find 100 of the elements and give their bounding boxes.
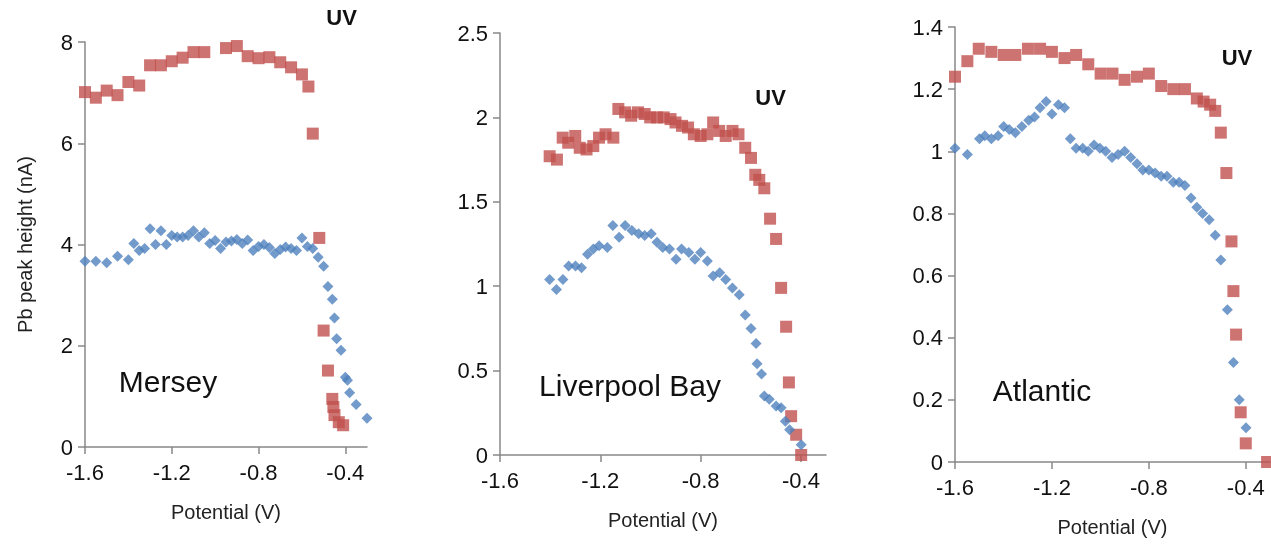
point bbox=[1045, 45, 1058, 58]
point bbox=[997, 48, 1010, 61]
point bbox=[1064, 133, 1076, 145]
point bbox=[1131, 158, 1143, 170]
point bbox=[291, 245, 302, 257]
point bbox=[306, 127, 319, 140]
point bbox=[550, 284, 562, 296]
point bbox=[720, 273, 732, 285]
point bbox=[745, 151, 758, 164]
point bbox=[318, 260, 330, 272]
point bbox=[1034, 42, 1047, 55]
point bbox=[263, 242, 275, 254]
point bbox=[322, 281, 334, 293]
y-tick-label: 0.4 bbox=[912, 325, 943, 351]
x-tick-label: -1.2 bbox=[1032, 474, 1071, 500]
text: UV bbox=[326, 5, 358, 31]
y-tick-label: 0.6 bbox=[912, 263, 943, 289]
y-tick-label: 0.5 bbox=[457, 358, 488, 384]
point bbox=[557, 273, 569, 285]
point bbox=[949, 70, 961, 83]
point bbox=[1161, 170, 1173, 182]
point bbox=[122, 75, 135, 88]
point bbox=[985, 45, 998, 58]
point bbox=[101, 257, 113, 269]
point bbox=[1119, 145, 1131, 157]
point bbox=[1082, 58, 1095, 71]
point bbox=[664, 243, 676, 255]
point bbox=[1239, 437, 1252, 450]
x-tick-label: -0.4 bbox=[1226, 474, 1265, 500]
y-tick-label: 1.5 bbox=[457, 189, 488, 215]
point bbox=[1040, 96, 1052, 108]
point bbox=[312, 251, 324, 263]
point bbox=[182, 229, 194, 241]
point bbox=[285, 61, 298, 74]
point bbox=[1082, 145, 1094, 157]
point bbox=[122, 254, 134, 266]
point bbox=[550, 153, 563, 166]
point bbox=[313, 231, 326, 244]
y-tick-label: 2 bbox=[60, 333, 73, 359]
point bbox=[949, 142, 961, 154]
annotation: UV bbox=[1221, 45, 1253, 71]
point bbox=[607, 131, 620, 144]
point bbox=[1197, 207, 1209, 219]
point bbox=[187, 46, 200, 59]
point bbox=[79, 86, 91, 99]
point bbox=[1179, 179, 1191, 191]
y-tick-label: 1 bbox=[475, 273, 488, 299]
point bbox=[230, 40, 243, 53]
point bbox=[593, 240, 605, 252]
point bbox=[992, 130, 1004, 142]
point bbox=[733, 289, 745, 301]
point bbox=[274, 56, 287, 69]
point bbox=[1016, 120, 1028, 132]
x-tick-label: -1.6 bbox=[481, 467, 519, 493]
y-tick-label: 0 bbox=[930, 449, 943, 475]
y-tick-label: 1.2 bbox=[912, 76, 943, 102]
point bbox=[1155, 80, 1168, 93]
point bbox=[645, 228, 657, 240]
point bbox=[795, 449, 808, 461]
point bbox=[1009, 48, 1022, 61]
point bbox=[1070, 48, 1083, 61]
point bbox=[795, 439, 807, 451]
x-tick-label: -0.4 bbox=[781, 467, 820, 493]
y-tick-label: 2.5 bbox=[457, 20, 488, 46]
point bbox=[215, 243, 227, 255]
point bbox=[1034, 102, 1046, 114]
point bbox=[1220, 167, 1233, 180]
point bbox=[269, 248, 281, 260]
point bbox=[331, 333, 343, 345]
point bbox=[1058, 52, 1071, 65]
y-tick-label: 1.4 bbox=[912, 14, 943, 40]
y-axis-title: Pb peak height (nA) bbox=[14, 156, 36, 333]
point bbox=[714, 267, 726, 279]
point bbox=[1130, 70, 1143, 83]
point bbox=[1100, 145, 1112, 157]
y-tick-label: 0.2 bbox=[912, 387, 943, 413]
point bbox=[1118, 73, 1131, 86]
x-axis-title: Potential (V) bbox=[607, 509, 719, 531]
point bbox=[154, 59, 167, 72]
point bbox=[321, 364, 334, 377]
point bbox=[1028, 111, 1040, 123]
x-tick-label: -1.6 bbox=[936, 474, 974, 500]
point bbox=[1185, 192, 1197, 204]
y-tick-label: 4 bbox=[60, 232, 73, 257]
point bbox=[1142, 67, 1155, 80]
point bbox=[326, 293, 338, 305]
point bbox=[160, 239, 172, 250]
point bbox=[350, 398, 362, 410]
point bbox=[1234, 406, 1247, 419]
point bbox=[295, 68, 308, 81]
point bbox=[155, 225, 167, 237]
point bbox=[732, 128, 745, 141]
point bbox=[670, 253, 682, 265]
point bbox=[619, 219, 631, 231]
point bbox=[1046, 108, 1058, 120]
y-tick-label: 8 bbox=[60, 29, 73, 55]
point bbox=[198, 227, 210, 239]
point bbox=[780, 320, 793, 333]
point bbox=[328, 312, 340, 324]
point bbox=[112, 250, 124, 262]
